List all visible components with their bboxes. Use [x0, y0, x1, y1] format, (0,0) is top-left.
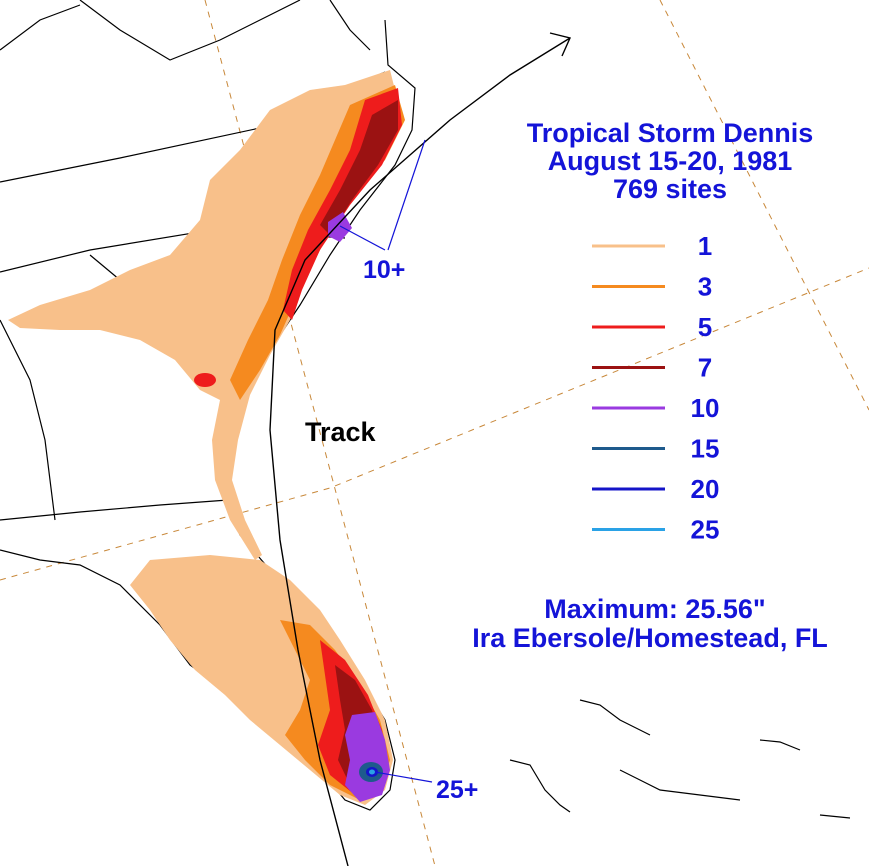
track-label: Track	[305, 417, 377, 447]
fl-max-label: 25+	[436, 776, 478, 804]
map-title: Tropical Storm Dennis August 15-20, 1981…	[527, 118, 814, 204]
rainfall-contours	[8, 70, 405, 805]
island-outline-3	[619, 769, 741, 801]
leader-10plus	[339, 225, 386, 251]
island-outline-1	[509, 759, 571, 813]
border-md	[329, 0, 371, 51]
border-ga-al	[0, 319, 56, 521]
legend-label-7: 7	[698, 353, 712, 383]
maximum-line: Maximum: 25.56"	[544, 594, 765, 624]
title-line3: 769 sites	[613, 174, 727, 204]
legend-label-3: 3	[698, 272, 712, 302]
title-line1: Tropical Storm Dennis	[527, 118, 814, 148]
track-arrowhead	[549, 32, 571, 57]
contour-1in-carolinas	[8, 70, 400, 560]
island-outline-5	[819, 814, 851, 819]
legend-label-5: 5	[698, 312, 712, 342]
legend-label-15: 15	[691, 434, 720, 464]
legend-label-20: 20	[691, 474, 720, 504]
border-ga-fl	[0, 499, 229, 521]
graticule-meridian-west	[204, 0, 436, 866]
leader-10plus-b	[387, 139, 426, 251]
legend-label-1: 1	[698, 231, 712, 261]
legend: 1 3 5 7 10 15 20 25	[592, 231, 719, 545]
contour-10in-nc	[328, 212, 352, 242]
storm-track	[269, 32, 571, 866]
graticule-meridian-east	[659, 0, 869, 411]
border-wv-va	[79, 0, 301, 61]
contour-7in-carolinas	[320, 100, 398, 235]
contour-25in-florida	[369, 769, 375, 775]
maximum-site: Ira Ebersole/Homestead, FL	[472, 623, 828, 653]
leader-25plus	[374, 771, 433, 783]
nc-max-label: 10+	[363, 256, 405, 284]
border-tn	[0, 4, 81, 51]
island-outline-4	[759, 739, 801, 751]
legend-label-25: 25	[691, 515, 720, 545]
contour-5in-ga-spot	[194, 373, 216, 387]
island-outline-2	[579, 699, 651, 736]
bahamas-islands	[509, 699, 851, 819]
legend-label-10: 10	[691, 393, 720, 423]
track-line	[269, 37, 571, 866]
title-line2: August 15-20, 1981	[548, 146, 793, 176]
